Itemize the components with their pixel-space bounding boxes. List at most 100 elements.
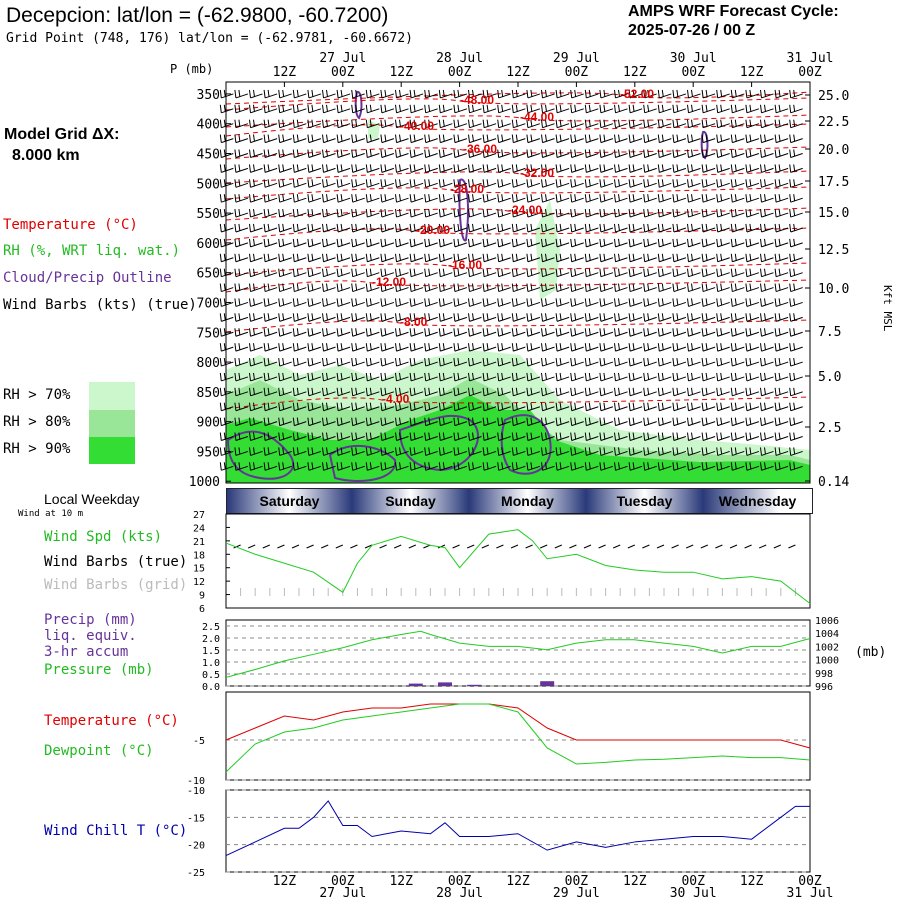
barb-staff	[644, 391, 657, 397]
barb-flag	[399, 238, 401, 246]
barb-flag	[278, 134, 281, 143]
barb-flag	[628, 402, 631, 411]
barb-flag	[497, 238, 500, 247]
barb-staff	[498, 257, 511, 263]
barb-staff	[688, 346, 701, 352]
barb-flag	[307, 89, 310, 98]
wind-barb	[365, 209, 380, 218]
barb-flag	[219, 402, 222, 411]
wind-barb	[599, 164, 614, 173]
wind-barb	[730, 223, 745, 233]
barb-staff	[294, 227, 307, 233]
barb-flag	[672, 238, 675, 247]
barb-staff	[483, 108, 497, 114]
wind-barb	[438, 194, 453, 203]
barb-flag	[336, 372, 339, 382]
barb-staff	[586, 465, 599, 471]
barb-flag	[599, 268, 602, 277]
barb-staff	[600, 108, 614, 114]
barb-flag	[584, 164, 587, 173]
wind-barb	[511, 134, 526, 144]
barb-staff	[659, 257, 672, 263]
barb-flag	[541, 462, 543, 471]
barb-staff	[294, 167, 307, 173]
barb-flag	[296, 194, 299, 202]
wind-barb	[745, 179, 760, 188]
barb-flag	[413, 164, 416, 172]
barb-flag	[515, 149, 518, 157]
barb-flag	[486, 149, 489, 157]
barb-flag	[730, 447, 733, 456]
barb-flag	[472, 164, 474, 172]
barb-flag	[424, 253, 427, 262]
cycle-title: AMPS WRF Forecast Cycle:	[628, 3, 839, 20]
cloud-outline-0	[226, 430, 295, 480]
barb-flag	[774, 298, 777, 307]
barb-flag	[249, 402, 251, 411]
barb-flag	[734, 149, 737, 157]
barb-flag	[472, 104, 474, 112]
barb-staff	[454, 182, 468, 188]
barb-flag	[745, 194, 748, 203]
wind-barb	[482, 402, 497, 412]
barb-flag	[672, 372, 675, 382]
barb-staff	[337, 197, 351, 203]
wind-barb	[730, 387, 745, 397]
barb-flag	[223, 104, 226, 112]
barb-flag	[511, 253, 514, 262]
barb-staff	[659, 197, 672, 203]
wind-barb	[468, 268, 482, 278]
wind-barb	[395, 238, 409, 248]
wind-barb	[716, 417, 730, 427]
barb-flag	[482, 238, 485, 247]
barb-flag	[223, 283, 226, 291]
barb-flag	[468, 253, 470, 262]
barb-flag	[618, 194, 620, 202]
barb-staff	[615, 361, 628, 367]
barb-staff	[542, 376, 555, 382]
barb-flag	[482, 328, 485, 337]
barb-flag	[409, 417, 412, 426]
barb-flag	[716, 447, 719, 456]
precip-bar	[438, 682, 452, 686]
barb-staff	[688, 212, 701, 218]
barb-flag	[322, 89, 324, 98]
barb-flag	[497, 447, 500, 456]
barb-flag	[472, 372, 474, 381]
barb-staff	[571, 212, 584, 218]
barb-staff	[702, 346, 716, 352]
barb-flag	[424, 298, 427, 307]
barb-flag	[486, 179, 489, 187]
barb-staff	[600, 406, 614, 412]
barb-flag	[384, 134, 387, 142]
barb-flag	[657, 209, 660, 218]
barb-flag	[789, 432, 792, 441]
wind-barb	[730, 179, 745, 188]
wind-speed-label: Wind Spd (kts)	[44, 529, 163, 545]
barb-flag	[643, 387, 646, 396]
barb-staff	[235, 301, 249, 307]
wind-barb	[395, 298, 409, 307]
wind-barb	[628, 194, 643, 203]
wind-barb	[424, 223, 438, 233]
wind-barb	[672, 268, 687, 278]
barb-flag	[555, 223, 558, 233]
barb-flag	[661, 298, 664, 306]
barb-staff	[542, 301, 555, 307]
barb-flag	[399, 253, 401, 261]
barb-flag	[253, 298, 255, 306]
wind-barb	[584, 343, 599, 352]
barb-flag	[555, 194, 558, 203]
barb-flag	[292, 313, 295, 322]
barb-staff	[629, 450, 643, 456]
barb-staff	[323, 272, 336, 278]
barb-flag	[311, 194, 314, 202]
barb-flag	[511, 328, 514, 337]
barb-staff	[483, 167, 497, 173]
barb-flag	[541, 89, 543, 98]
windchill-panel-frame	[225, 789, 811, 873]
wind-barb	[716, 179, 730, 188]
barb-flag	[559, 104, 562, 112]
barb-staff	[381, 421, 395, 427]
wind-barb	[511, 417, 526, 427]
